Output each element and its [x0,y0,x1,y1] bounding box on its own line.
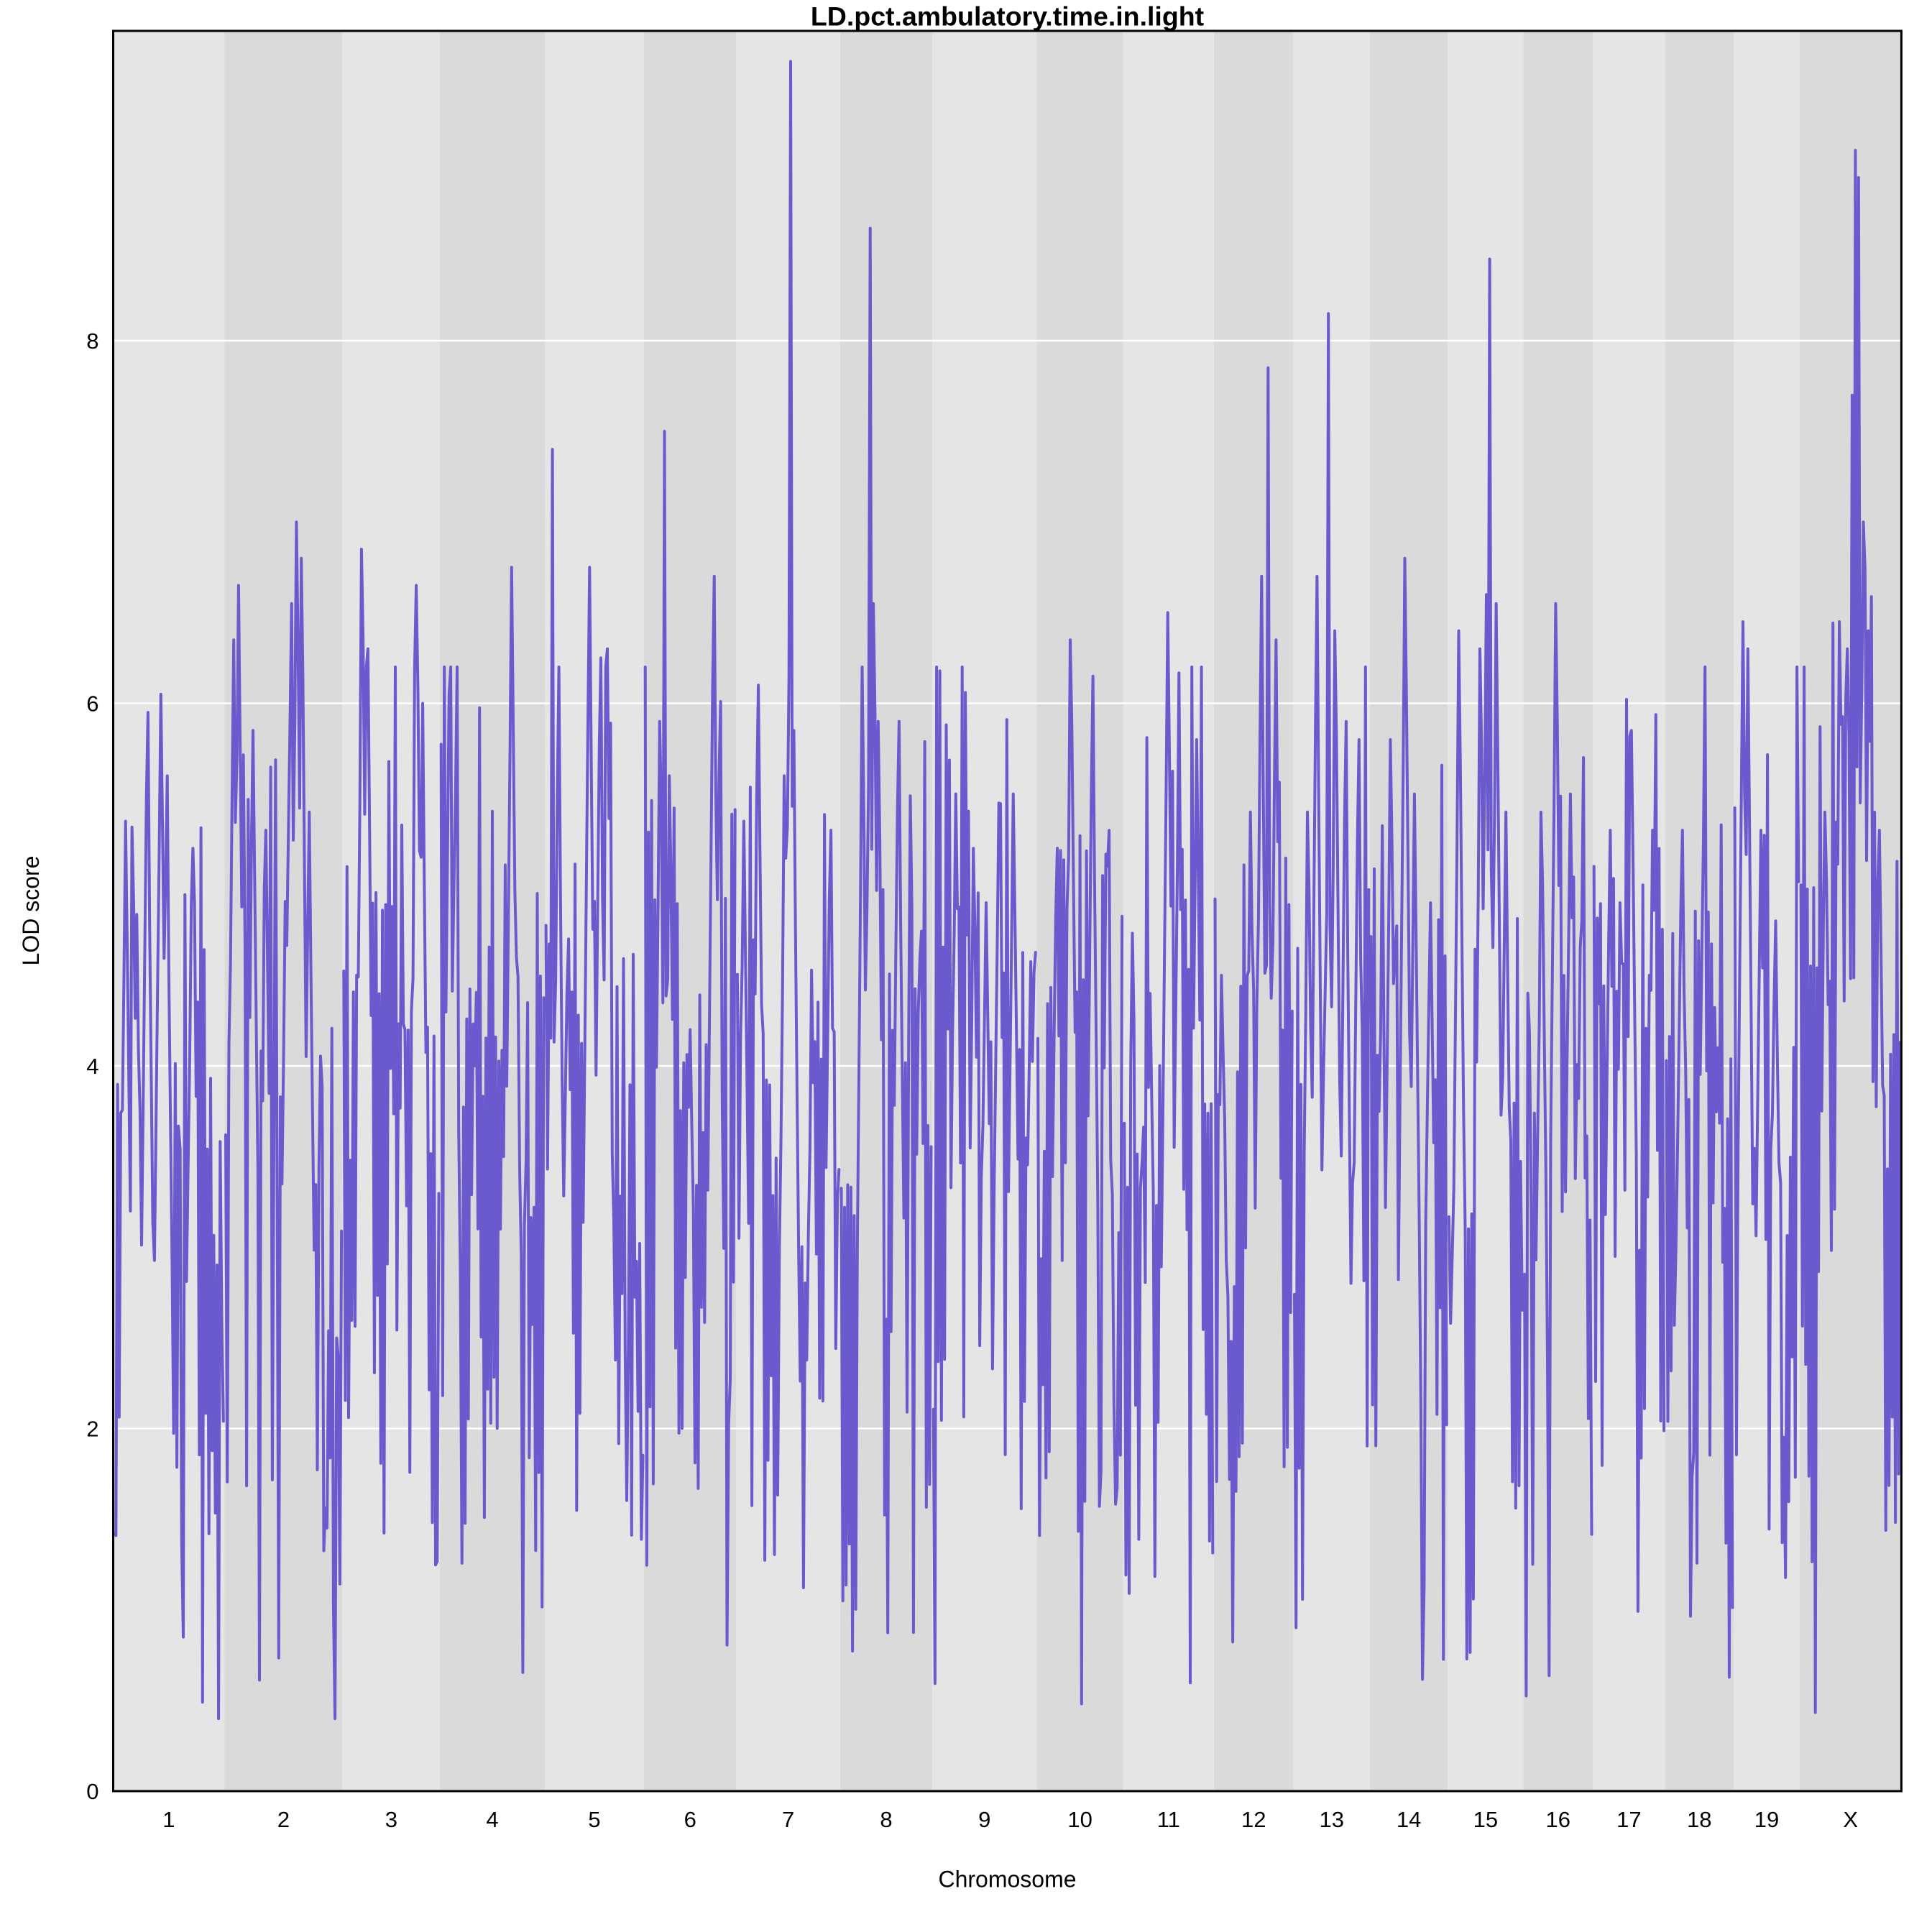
svg-text:19: 19 [1754,1807,1779,1832]
svg-text:12: 12 [1241,1807,1266,1832]
svg-text:18: 18 [1687,1807,1711,1832]
svg-text:9: 9 [978,1807,990,1832]
svg-text:10: 10 [1067,1807,1092,1832]
svg-text:LOD score: LOD score [18,856,44,966]
svg-text:3: 3 [385,1807,397,1832]
svg-text:1: 1 [162,1807,175,1832]
svg-text:Chromosome: Chromosome [938,1867,1076,1892]
svg-text:4: 4 [86,1054,98,1079]
svg-text:8: 8 [86,328,98,354]
svg-text:15: 15 [1473,1807,1498,1832]
svg-text:6: 6 [684,1807,696,1832]
svg-text:2: 2 [86,1417,98,1442]
svg-text:16: 16 [1546,1807,1570,1832]
svg-text:13: 13 [1319,1807,1343,1832]
svg-text:8: 8 [880,1807,892,1832]
svg-text:11: 11 [1157,1807,1180,1832]
svg-text:2: 2 [277,1807,290,1832]
svg-text:7: 7 [782,1807,794,1832]
svg-text:17: 17 [1616,1807,1641,1832]
svg-text:X: X [1843,1807,1858,1832]
svg-text:14: 14 [1397,1807,1421,1832]
svg-text:LD.pct.ambulatory.time.in.ligh: LD.pct.ambulatory.time.in.light [811,1,1205,32]
svg-text:4: 4 [486,1807,498,1832]
svg-text:5: 5 [588,1807,600,1832]
svg-text:6: 6 [86,691,98,717]
svg-text:0: 0 [86,1779,98,1804]
